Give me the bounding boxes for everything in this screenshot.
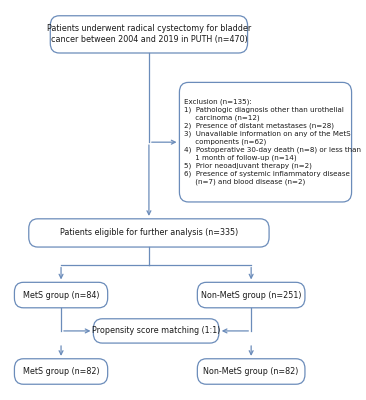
Text: Patients underwent radical cystectomy for bladder
cancer between 2004 and 2019 i: Patients underwent radical cystectomy fo… [47, 24, 251, 44]
Text: Patients eligible for further analysis (n=335): Patients eligible for further analysis (… [60, 228, 238, 238]
FancyBboxPatch shape [197, 359, 305, 384]
Text: Exclusion (n=135):
1)  Pathologic diagnosis other than urothelial
     carcinoma: Exclusion (n=135): 1) Pathologic diagnos… [184, 99, 361, 186]
FancyBboxPatch shape [179, 82, 352, 202]
Text: MetS group (n=82): MetS group (n=82) [23, 367, 99, 376]
Text: Non-MetS group (n=82): Non-MetS group (n=82) [203, 367, 299, 376]
FancyBboxPatch shape [93, 319, 219, 343]
Text: Propensity score matching (1:1): Propensity score matching (1:1) [92, 326, 220, 336]
FancyBboxPatch shape [50, 16, 247, 53]
FancyBboxPatch shape [197, 282, 305, 308]
Text: MetS group (n=84): MetS group (n=84) [23, 290, 99, 300]
FancyBboxPatch shape [14, 359, 108, 384]
FancyBboxPatch shape [14, 282, 108, 308]
Text: Non-MetS group (n=251): Non-MetS group (n=251) [201, 290, 301, 300]
FancyBboxPatch shape [29, 219, 269, 247]
